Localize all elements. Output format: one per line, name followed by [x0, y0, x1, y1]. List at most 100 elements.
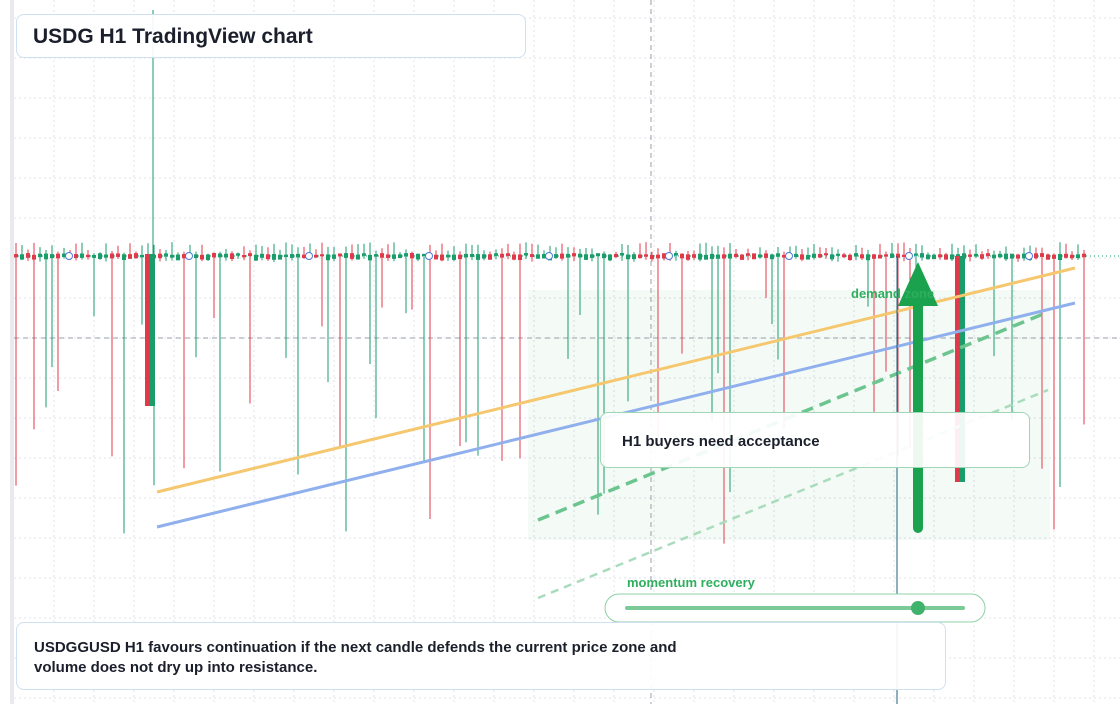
- candle-body: [332, 254, 336, 259]
- arrow-head: [898, 262, 938, 306]
- candle-body: [608, 254, 612, 261]
- candle-body: [182, 254, 186, 259]
- candle-body: [206, 254, 210, 261]
- candle-body: [326, 254, 330, 261]
- candle-body: [1076, 254, 1080, 259]
- candle-body: [590, 254, 594, 258]
- candle-body: [866, 254, 870, 261]
- event-marker: [305, 252, 313, 260]
- candle-body: [62, 253, 66, 258]
- candle-body: [686, 254, 690, 260]
- candle-body: [92, 254, 96, 258]
- candle-body: [542, 254, 546, 259]
- candle-body: [320, 254, 324, 257]
- slider-label: momentum recovery: [627, 575, 756, 590]
- candle-body: [944, 254, 948, 260]
- candle-body: [350, 253, 354, 259]
- candle-body: [782, 254, 786, 258]
- candle-body: [506, 253, 510, 257]
- candle-body: [224, 253, 228, 258]
- event-marker: [1025, 252, 1033, 260]
- candle-body: [554, 254, 558, 258]
- candle-body: [110, 253, 114, 259]
- candle-body: [812, 253, 816, 258]
- candle-body: [974, 253, 978, 257]
- candle-body: [818, 253, 822, 258]
- candle-body: [98, 253, 102, 259]
- candle-body: [926, 254, 930, 260]
- summary: USDGGUSD H1 favours continuation if the …: [34, 639, 677, 676]
- event-marker: [665, 252, 673, 260]
- candle-body: [1064, 253, 1068, 258]
- candle-body: [1082, 253, 1086, 258]
- candle-body: [14, 254, 18, 258]
- candle-body: [20, 254, 24, 260]
- candle-body: [896, 253, 900, 258]
- candle-body: [1058, 254, 1062, 260]
- candle-body: [740, 254, 744, 260]
- event-marker: [65, 252, 73, 260]
- candle-body: [692, 254, 696, 258]
- candle-body: [158, 253, 162, 259]
- candle-body: [134, 253, 138, 259]
- candle-body: [960, 256, 965, 482]
- candle-body: [614, 253, 618, 258]
- candle-body: [980, 254, 984, 259]
- candle-body: [422, 253, 426, 256]
- candle-body: [458, 254, 462, 260]
- candle-body: [950, 254, 954, 260]
- candle-body: [1052, 254, 1056, 259]
- projection-line-faint: [537, 388, 1049, 600]
- candle-body: [752, 253, 756, 260]
- candle-body: [638, 254, 642, 259]
- candle-body: [734, 253, 738, 258]
- candle-body: [842, 254, 846, 258]
- candle-body: [170, 254, 174, 258]
- candle-body: [632, 254, 636, 260]
- title: USDG H1 TradingView chart: [33, 25, 313, 48]
- candle-body: [440, 254, 444, 261]
- candle-body: [404, 253, 408, 257]
- candle-body: [80, 253, 84, 258]
- candle-body: [770, 254, 774, 260]
- candle-body: [572, 253, 576, 257]
- candle-body: [776, 253, 780, 257]
- candle-body: [500, 253, 504, 258]
- candle-body: [674, 253, 678, 256]
- candle-body: [74, 254, 78, 259]
- candle-body: [938, 254, 942, 258]
- candle-body: [878, 254, 882, 259]
- candle-body: [398, 254, 402, 259]
- candle-body: [566, 253, 570, 258]
- candle-body: [1010, 253, 1014, 259]
- candle-body: [272, 253, 276, 260]
- candle-body: [530, 254, 534, 258]
- candle-body: [644, 254, 648, 257]
- candle-body: [710, 253, 714, 259]
- candle-body: [464, 253, 468, 258]
- candle-body: [386, 254, 390, 258]
- candle-body: [296, 253, 300, 258]
- candle-body: [212, 253, 216, 258]
- candle-body: [914, 253, 918, 256]
- candle-body: [452, 254, 456, 260]
- candle-body: [236, 253, 240, 256]
- candle-body: [362, 253, 366, 256]
- candle-body: [266, 254, 270, 260]
- candle-body: [902, 254, 906, 257]
- candle-body: [536, 254, 540, 259]
- candle-body: [260, 253, 264, 258]
- candle-body: [854, 253, 858, 257]
- callout-box: H1 buyers need acceptance: [600, 412, 1030, 468]
- candle-body: [698, 253, 702, 260]
- candle-body: [1034, 253, 1038, 259]
- candle-body: [434, 254, 438, 260]
- slider-knob[interactable]: [911, 601, 925, 615]
- candle-body: [728, 253, 732, 259]
- candle-body: [956, 254, 960, 257]
- candle-body: [368, 254, 372, 261]
- candle-body: [488, 254, 492, 260]
- candle-body: [242, 254, 246, 258]
